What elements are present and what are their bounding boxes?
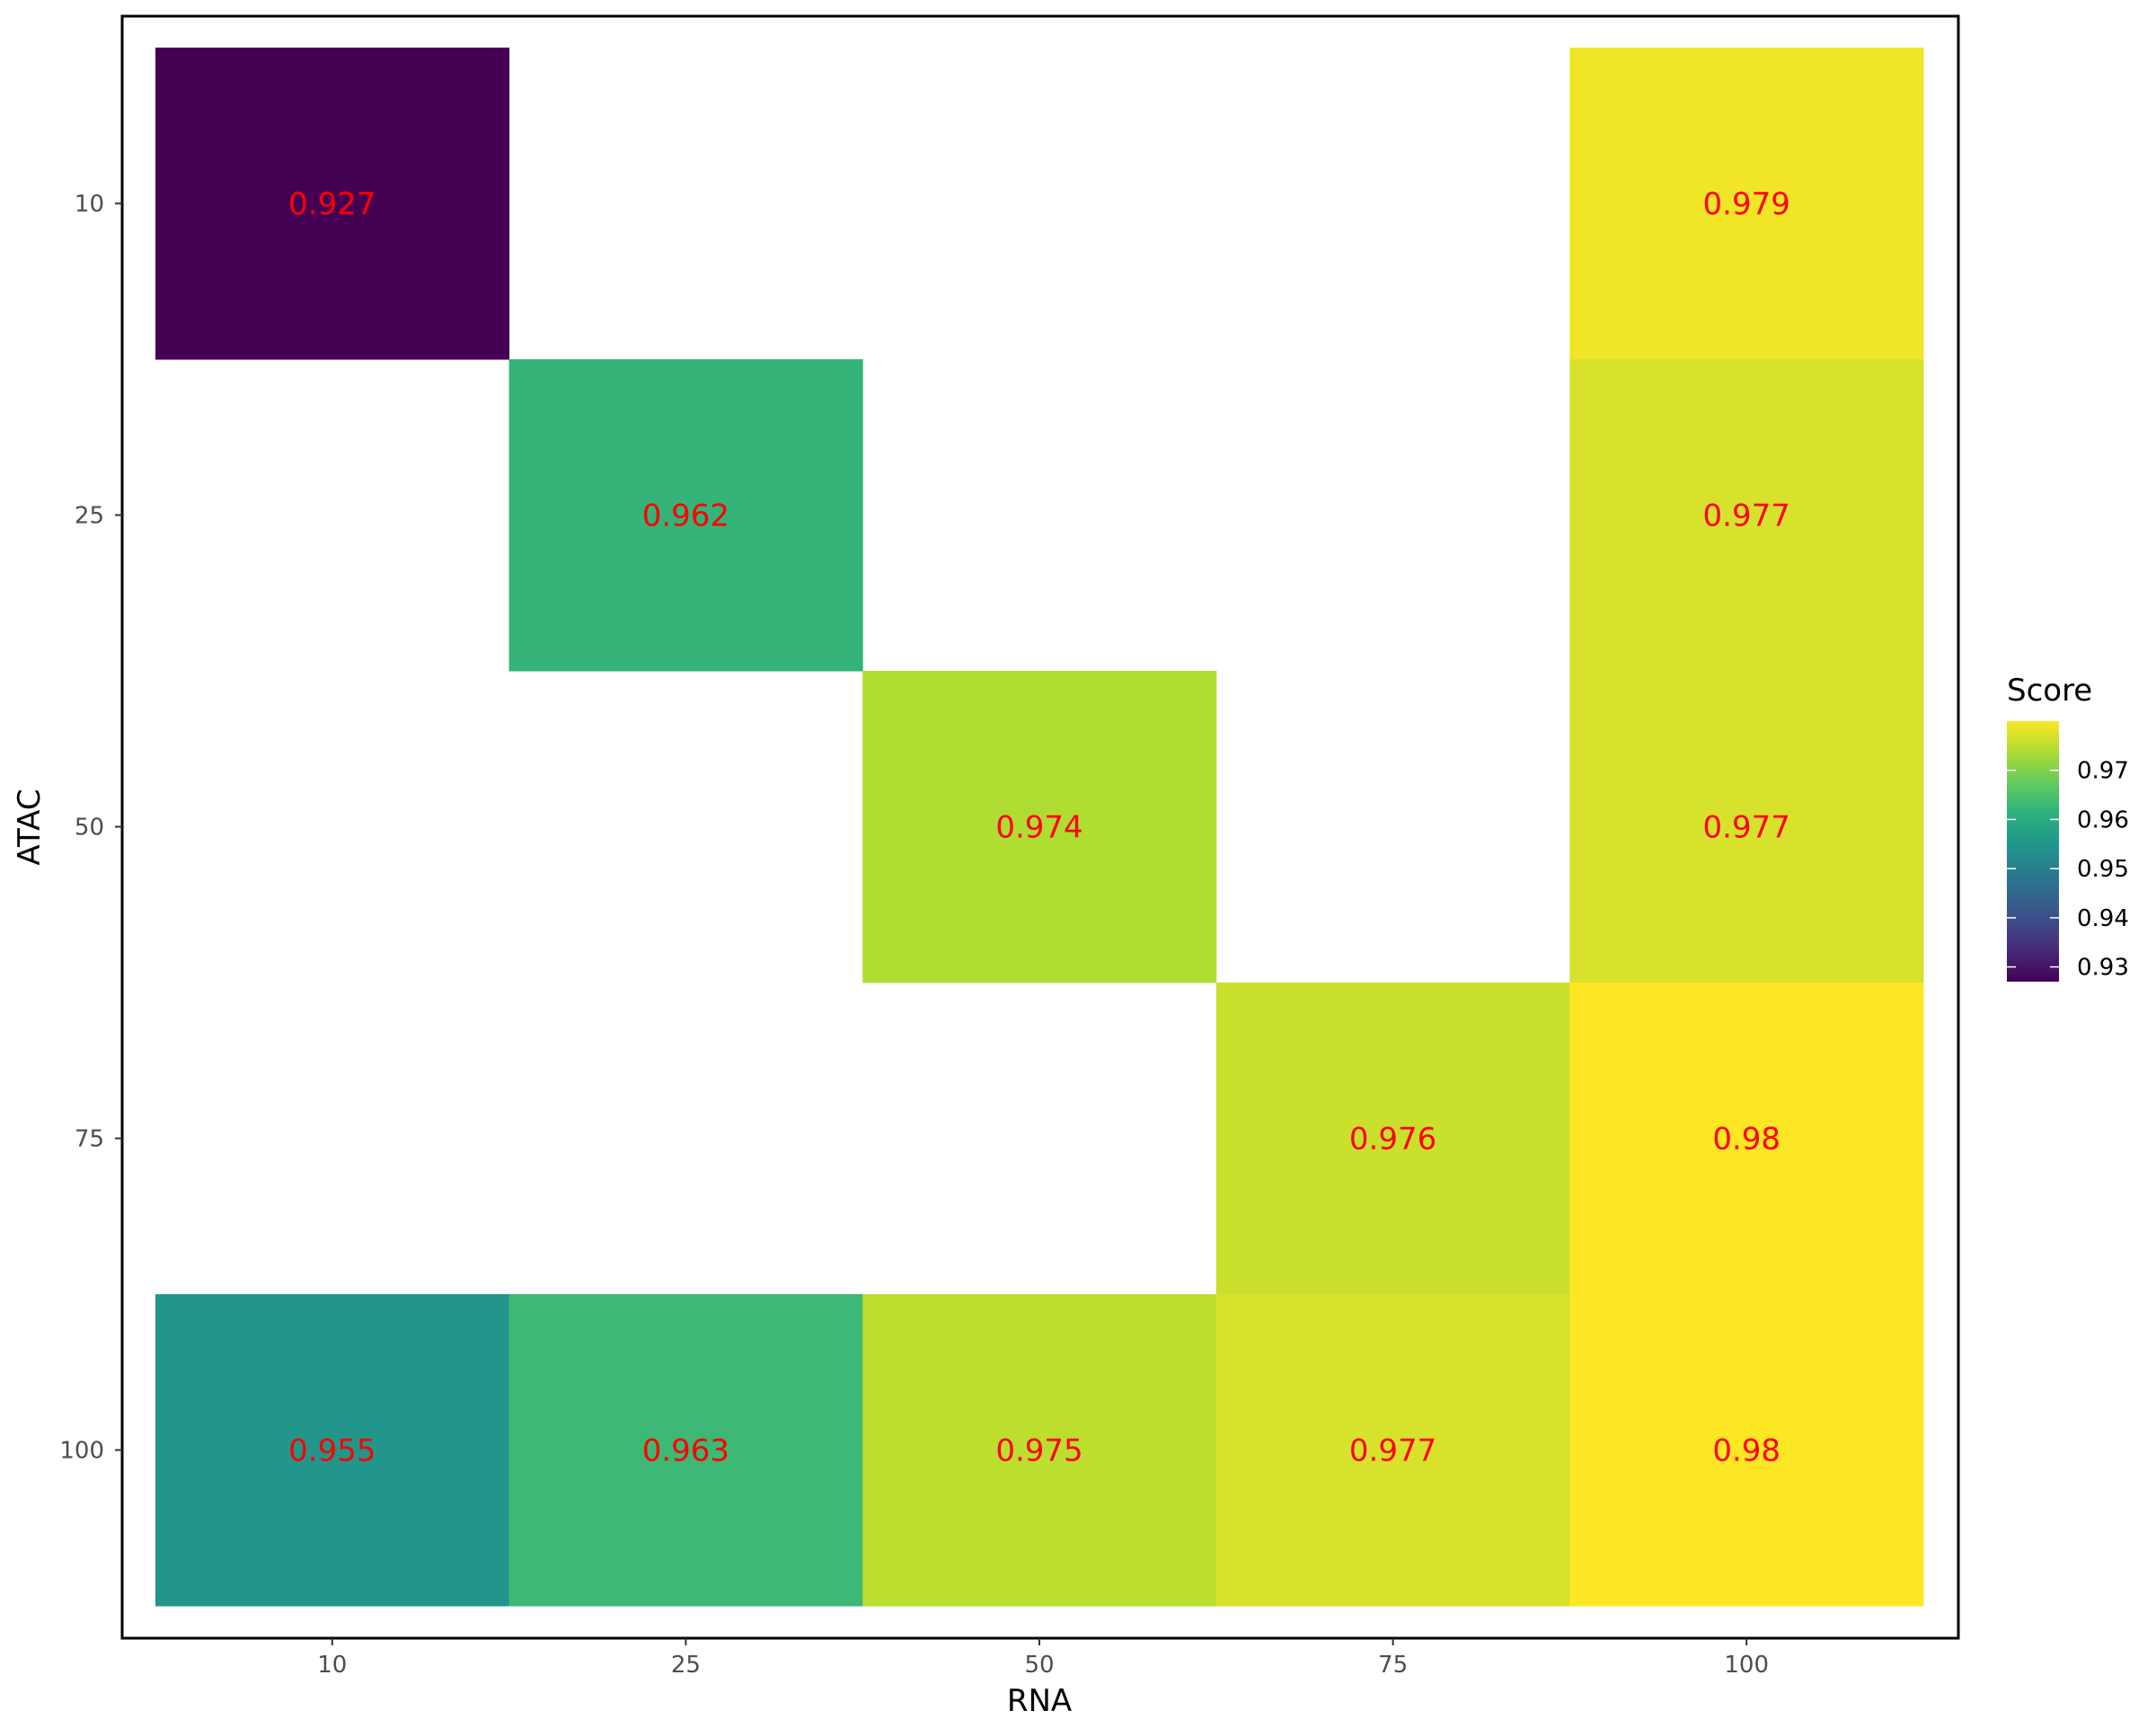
legend-colorbar bbox=[2007, 721, 2059, 982]
x-tick-label: 50 bbox=[1024, 1652, 1054, 1679]
legend-tick-label: 0.93 bbox=[2077, 955, 2129, 982]
x-tick-label: 25 bbox=[671, 1652, 701, 1679]
x-tick-label: 75 bbox=[1378, 1652, 1408, 1679]
heatmap-cell bbox=[862, 1294, 1217, 1607]
cell-value-label: 0.955 bbox=[288, 1433, 376, 1469]
legend-tick-label: 0.97 bbox=[2077, 758, 2129, 785]
cell-value-label: 0.977 bbox=[1703, 810, 1790, 846]
legend-tick-label: 0.94 bbox=[2077, 905, 2129, 932]
cell-value-label: 0.962 bbox=[642, 498, 729, 534]
cell-value-label: 0.963 bbox=[642, 1433, 729, 1469]
cell-value-label: 0.979 bbox=[1703, 187, 1790, 223]
y-tick-label: 100 bbox=[59, 1438, 104, 1465]
cell-value-label: 0.927 bbox=[288, 187, 376, 223]
legend-ticks: 0.93 0.94 0.95 0.96 0.97 bbox=[2007, 758, 2129, 982]
legend-tick-label: 0.95 bbox=[2077, 856, 2129, 883]
y-tick-label: 75 bbox=[75, 1126, 104, 1153]
heatmap-cell bbox=[1569, 359, 1924, 672]
cell-value-label: 0.98 bbox=[1712, 1122, 1780, 1158]
cell-value-label: 0.976 bbox=[1349, 1122, 1436, 1158]
y-axis-title: ATAC bbox=[12, 789, 48, 865]
heatmap-cell bbox=[508, 359, 863, 672]
cell-value-label: 0.977 bbox=[1703, 498, 1790, 534]
cell-value-labels: 0.927 0.979 0.962 0.977 0.974 0.977 0.976 0.98 0… bbox=[288, 187, 1790, 1469]
y-axis: 10 25 50 75 100 bbox=[59, 191, 122, 1465]
cell-value-label: 0.977 bbox=[1349, 1433, 1436, 1469]
legend-title: Score bbox=[2007, 673, 2092, 709]
x-tick-label: 10 bbox=[317, 1652, 347, 1679]
y-tick-label: 50 bbox=[75, 815, 104, 842]
y-tick-label: 25 bbox=[75, 503, 104, 530]
color-legend: Score 0.93 0.94 0.95 0.96 0.97 bbox=[2007, 673, 2129, 982]
heatmap-cell bbox=[155, 48, 510, 360]
heatmap-cell bbox=[862, 671, 1217, 983]
heatmap-cell bbox=[1569, 671, 1924, 983]
heatmap-cell bbox=[1215, 983, 1570, 1295]
legend-tick-label: 0.96 bbox=[2077, 807, 2129, 833]
cell-value-label: 0.98 bbox=[1712, 1433, 1780, 1469]
heatmap-cell bbox=[155, 1294, 510, 1607]
heatmap-cell bbox=[508, 1294, 863, 1607]
x-tick-label: 100 bbox=[1724, 1652, 1769, 1679]
heatmap-cell bbox=[1569, 48, 1924, 360]
heatmap-cell bbox=[1569, 983, 1924, 1295]
x-axis: 10 25 50 75 100 bbox=[317, 1638, 1769, 1679]
cell-value-label: 0.975 bbox=[995, 1433, 1082, 1469]
cell-value-label: 0.974 bbox=[995, 810, 1082, 846]
x-axis-title: RNA bbox=[1007, 1683, 1072, 1719]
heatmap-cell bbox=[1569, 1294, 1924, 1607]
heatmap-cells bbox=[155, 48, 1924, 1607]
y-tick-label: 10 bbox=[75, 191, 104, 218]
heatmap-cell bbox=[1215, 1294, 1570, 1607]
